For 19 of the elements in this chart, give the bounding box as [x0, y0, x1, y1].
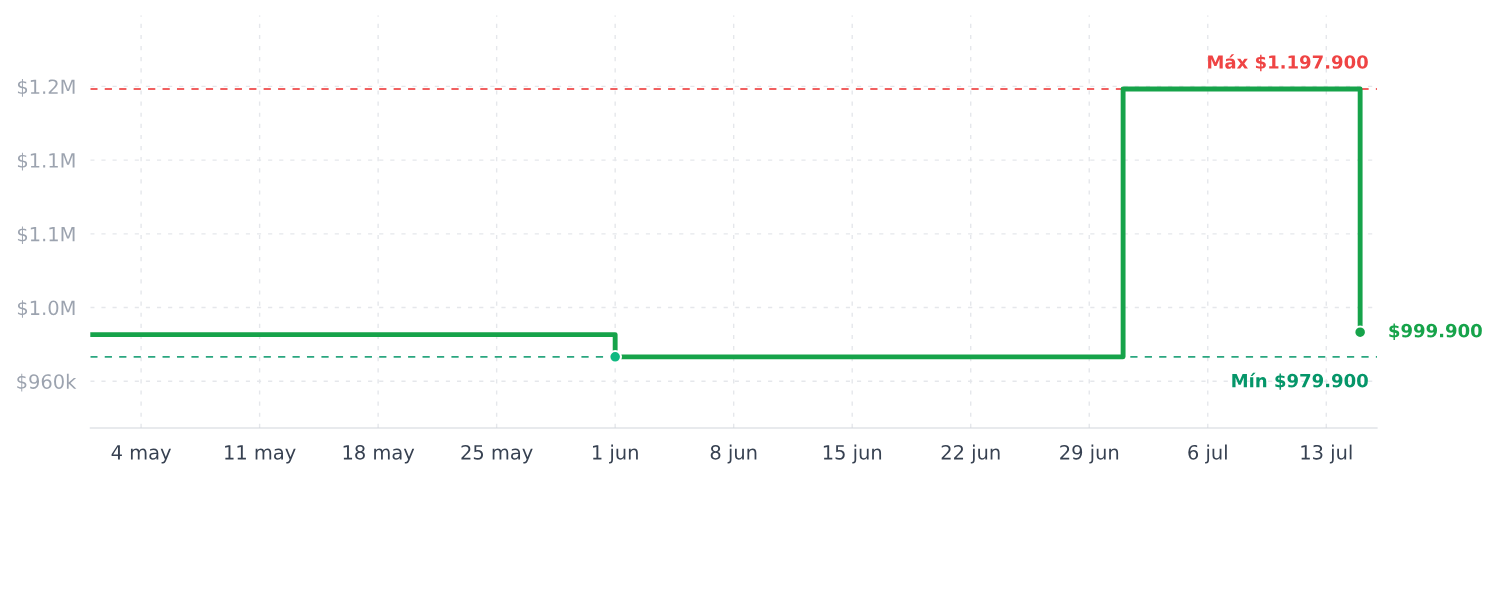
x-tick-label: 1 jun [593, 444, 638, 464]
y-tick-label: $1.1M [17, 152, 75, 171]
ref-line-label: Máx $1.197.900 [1208, 54, 1368, 72]
x-tick-label: 29 jun [1060, 444, 1119, 464]
x-tick-label: 25 may [461, 444, 533, 464]
y-tick-label: $1.0M [17, 300, 75, 318]
x-tick-label: 6 jul [1188, 444, 1227, 464]
x-tick-label: 8 jun [710, 444, 757, 464]
x-tick-label: 18 may [343, 444, 415, 464]
y-tick-label: $1.2M [17, 79, 75, 97]
x-tick-label: 11 may [225, 445, 296, 464]
y-tick-label: $1.1M [17, 226, 75, 245]
x-tick-label: 13 jul [1301, 444, 1352, 464]
ref-line-label: Mín $979.900 [1232, 372, 1368, 390]
y-tick-label: $960k [17, 373, 77, 392]
x-tick-label: 22 jun [941, 444, 1000, 464]
x-tick-label: 4 may [111, 445, 171, 464]
annotation: $999.900 [1389, 323, 1482, 340]
x-tick-label: 15 jun [823, 444, 882, 464]
